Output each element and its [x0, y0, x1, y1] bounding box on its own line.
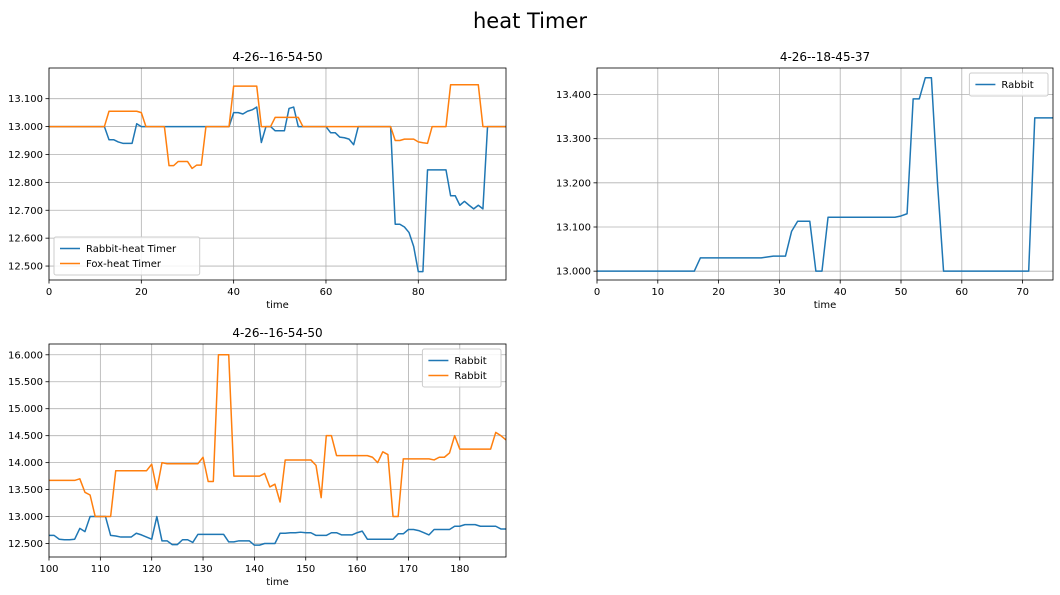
- legend-box: [968, 72, 1049, 97]
- legend-box: [421, 348, 502, 388]
- legend: Rabbit-heat Timer Fox-heat Timer: [53, 236, 201, 276]
- x-tick-label: 60: [320, 287, 333, 298]
- series-line-1: [49, 515, 506, 546]
- x-tick-label: 50: [895, 287, 908, 298]
- legend-label: Fox-heat Timer: [86, 259, 162, 270]
- chart-1: 4-26--16-54-50 0 20 40 60 80 12.500 12.600 12.70…: [8, 50, 507, 311]
- y-tick-label: 13.000: [8, 512, 43, 523]
- x-tick-label: 0: [594, 287, 600, 298]
- x-tick-label: 0: [46, 287, 52, 298]
- series-line-2: [49, 83, 506, 170]
- x-tick-label: 60: [955, 287, 968, 298]
- x-tick-label: 20: [712, 287, 725, 298]
- chart-title: 4-26--18-45-37: [780, 50, 870, 64]
- y-tick-label: 15.500: [8, 377, 43, 388]
- x-tick-label: 30: [773, 287, 786, 298]
- y-tick-label: 13.100: [8, 94, 43, 105]
- y-tick-label: 13.000: [8, 122, 43, 133]
- y-tick-label: 15.000: [8, 404, 43, 415]
- legend-label: Rabbit: [454, 356, 486, 367]
- y-tick-label: 12.900: [8, 150, 43, 161]
- x-tick-label: 140: [245, 564, 264, 575]
- y-tick-label: 16.000: [8, 350, 43, 361]
- chart-title: 4-26--16-54-50: [232, 50, 322, 64]
- x-tick-label: 100: [39, 564, 58, 575]
- x-tick-label: 130: [193, 564, 212, 575]
- x-axis-label: time: [814, 300, 837, 311]
- chart-title: 4-26--16-54-50: [232, 326, 322, 340]
- y-tick-label: 14.500: [8, 431, 43, 442]
- y-tick-label: 12.600: [8, 234, 43, 245]
- x-tick-label: 170: [399, 564, 418, 575]
- x-tick-label: 110: [91, 564, 110, 575]
- figure-title: heat Timer: [472, 9, 588, 33]
- x-tick-label: 180: [450, 564, 469, 575]
- x-tick-label: 40: [834, 287, 847, 298]
- x-tick-label: 20: [135, 287, 148, 298]
- x-tick-label: 70: [1016, 287, 1029, 298]
- x-axis-label: time: [266, 300, 289, 311]
- y-tick-label: 13.000: [556, 267, 591, 278]
- plot-frame: [596, 67, 1054, 281]
- series-line-1: [597, 76, 1053, 272]
- x-tick-label: 10: [651, 287, 664, 298]
- legend-label: Rabbit: [1001, 80, 1033, 91]
- plot-frame: [48, 67, 507, 281]
- y-tick-label: 12.500: [8, 262, 43, 273]
- y-tick-label: 13.300: [556, 134, 591, 145]
- x-tick-label: 160: [348, 564, 367, 575]
- legend: Rabbit: [968, 72, 1049, 97]
- x-tick-label: 120: [142, 564, 161, 575]
- legend-label: Rabbit-heat Timer: [86, 244, 177, 255]
- x-tick-label: 150: [296, 564, 315, 575]
- y-tick-label: 13.500: [8, 485, 43, 496]
- y-tick-label: 13.200: [556, 178, 591, 189]
- y-tick-label: 12.500: [8, 539, 43, 550]
- y-tick-label: 13.100: [556, 223, 591, 234]
- x-tick-label: 80: [412, 287, 425, 298]
- chart-2: 4-26--18-45-37 0 10 20 30 40 50 60 70 13.000 13.10…: [556, 50, 1054, 311]
- y-tick-label: 12.800: [8, 178, 43, 189]
- x-tick-label: 40: [227, 287, 240, 298]
- y-tick-label: 14.000: [8, 458, 43, 469]
- y-tick-label: 13.400: [556, 90, 591, 101]
- y-tick-label: 12.700: [8, 206, 43, 217]
- legend: Rabbit Rabbit: [421, 348, 502, 388]
- x-axis-label: time: [266, 577, 289, 588]
- legend-label: Rabbit: [454, 371, 486, 382]
- legend-box: [53, 236, 201, 276]
- series-line-2: [49, 354, 506, 518]
- plot-frame: [48, 343, 507, 558]
- chart-3: 4-26--16-54-50 100 110 120 130 140 150 160 170 18…: [8, 326, 507, 588]
